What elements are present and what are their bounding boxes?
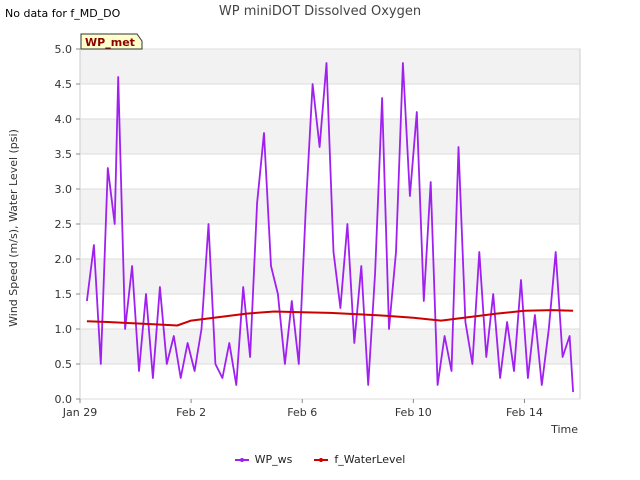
legend-swatch-wp-ws <box>234 457 249 462</box>
y-tick-label: 4.0 <box>55 113 73 126</box>
legend-item-wp-ws: WP_ws <box>234 453 293 466</box>
legend-label-water-level: f_WaterLevel <box>334 453 406 466</box>
y-tick-label: 0.5 <box>55 358 73 371</box>
y-tick-label: 1.0 <box>55 323 73 336</box>
legend-swatch-water-level <box>314 457 329 462</box>
x-axis-label: Time <box>550 423 578 436</box>
legend-item-water-level: f_WaterLevel <box>314 453 405 466</box>
y-tick-label: 5.0 <box>55 43 73 56</box>
y-tick-label: 3.5 <box>55 148 73 161</box>
legend-label-wp-ws: WP_ws <box>254 453 293 466</box>
plot-band <box>80 84 580 119</box>
series-line-wp-ws <box>86 62 574 393</box>
x-tick-label: Feb 10 <box>395 406 432 419</box>
y-tick-label: 4.5 <box>55 78 73 91</box>
series-layer <box>86 62 574 393</box>
plot-band <box>80 364 580 399</box>
y-tick-label: 3.0 <box>55 183 73 196</box>
badge-wp-met: WP_met <box>80 33 143 50</box>
x-tick-label: Jan 29 <box>62 406 97 419</box>
x-tick-label: Feb 6 <box>287 406 317 419</box>
plot-band <box>80 189 580 224</box>
x-tick-label: Feb 2 <box>176 406 206 419</box>
y-tick-label: 2.5 <box>55 218 73 231</box>
plot-band <box>80 49 580 84</box>
plot-band <box>80 224 580 259</box>
legend: WP_ws f_WaterLevel <box>0 453 640 466</box>
chart-title: WP miniDOT Dissolved Oxygen <box>219 4 421 19</box>
y-tick-label: 0.0 <box>55 393 73 406</box>
no-data-message: No data for f_MD_DO <box>5 7 121 20</box>
plot-band <box>80 259 580 294</box>
badge-label: WP_met <box>85 36 135 49</box>
y-tick-label: 1.5 <box>55 288 73 301</box>
x-tick-label: Feb 14 <box>506 406 543 419</box>
y-axis-label: Wind Speed (m/s), Water Level (psi) <box>7 129 20 327</box>
series-line-f-waterlevel <box>86 309 574 327</box>
y-tick-label: 2.0 <box>55 253 73 266</box>
x-axis: Jan 29 Feb 2 Feb 6 Feb 10 Feb 14 <box>62 399 543 419</box>
